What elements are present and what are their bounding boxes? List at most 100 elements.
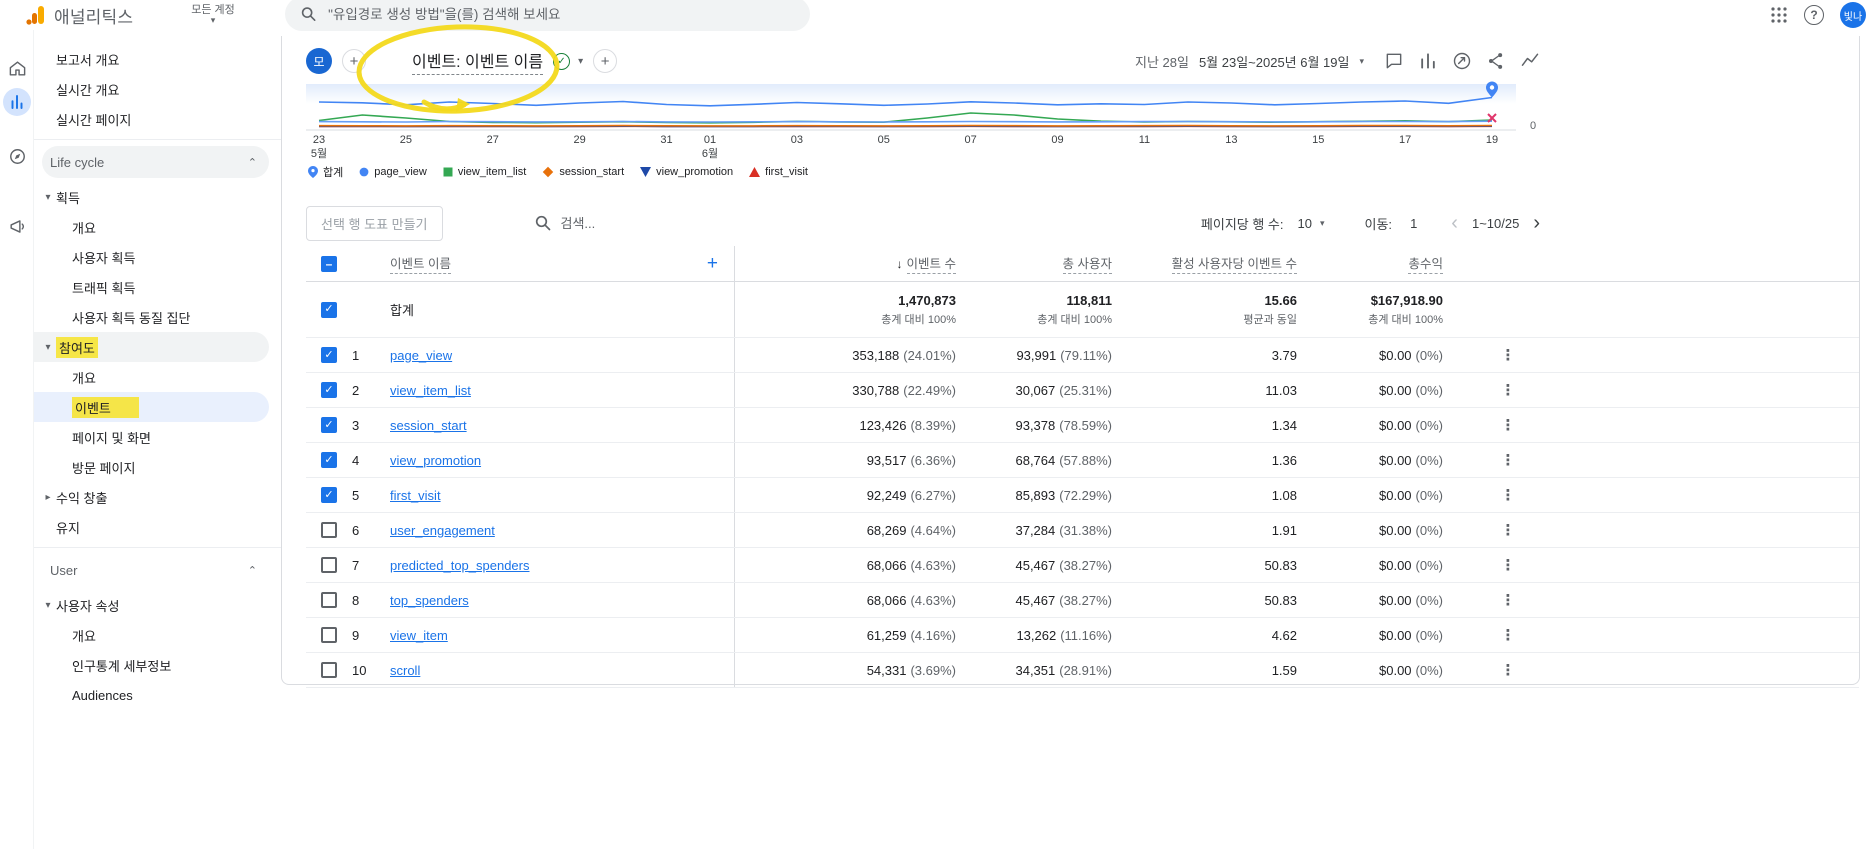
- insights-icon[interactable]: [1452, 51, 1472, 71]
- property-badge[interactable]: 모: [306, 48, 332, 74]
- sidebar-item-인구통계 세부정보[interactable]: 인구통계 세부정보: [34, 650, 269, 680]
- column-header-events-per-user[interactable]: 활성 사용자당 이벤트 수: [1171, 253, 1297, 274]
- totals-revenue-sub: 총계 대비 100%: [1368, 313, 1443, 326]
- sidebar-item-보고서 개요[interactable]: 보고서 개요: [34, 44, 269, 74]
- rows-per-page-select[interactable]: 10 ▾: [1298, 216, 1325, 231]
- share-icon[interactable]: [1486, 51, 1506, 71]
- add-metric-button[interactable]: +: [593, 49, 618, 73]
- row-checkbox[interactable]: [321, 662, 337, 678]
- sidebar-item-획득[interactable]: ▾ 획득: [34, 182, 269, 212]
- row-checkbox[interactable]: [321, 557, 337, 573]
- home-icon[interactable]: [3, 54, 31, 82]
- date-range-picker[interactable]: 지난 28일 5월 23일~2025년 6월 19일 ▾: [1135, 52, 1364, 71]
- sidebar-item-유지[interactable]: 유지: [34, 512, 269, 542]
- sidebar-item-사용자 획득[interactable]: 사용자 획득: [34, 242, 269, 272]
- report-title[interactable]: 이벤트: 이벤트 이름: [412, 48, 544, 75]
- sidebar-item-label: 참여도: [56, 336, 98, 358]
- event-name-link[interactable]: view_item: [390, 627, 448, 643]
- row-checkbox[interactable]: [321, 522, 337, 538]
- sidebar-item-사용자 속성[interactable]: ▾ 사용자 속성: [34, 590, 269, 620]
- legend-item-first_visit[interactable]: first_visit: [749, 166, 808, 178]
- add-comparison-button[interactable]: +: [342, 49, 366, 73]
- sidebar-item-페이지 및 화면[interactable]: 페이지 및 화면: [34, 422, 269, 452]
- explore-icon[interactable]: [3, 142, 31, 170]
- event-name-link[interactable]: scroll: [390, 662, 421, 678]
- sidebar-item-트래픽 획득[interactable]: 트래픽 획득: [34, 272, 269, 302]
- table-search-input[interactable]: [560, 215, 751, 231]
- event-name-link[interactable]: top_spenders: [390, 592, 469, 608]
- avatar[interactable]: 빛나: [1840, 2, 1866, 28]
- legend-item-page_view[interactable]: page_view: [359, 166, 427, 178]
- row-menu-button[interactable]: ⋮: [1500, 417, 1516, 434]
- sidebar-item-방문 페이지[interactable]: 방문 페이지: [34, 452, 269, 482]
- table-search[interactable]: [535, 215, 751, 231]
- title-chevron-down-icon[interactable]: ▾: [578, 55, 584, 67]
- legend-item-합계[interactable]: 합계: [308, 164, 343, 180]
- sidebar-item-개요[interactable]: 개요: [34, 212, 269, 242]
- sidebar-item-참여도[interactable]: ▾ 참여도: [34, 332, 269, 362]
- apps-grid-icon[interactable]: [1770, 6, 1788, 24]
- row-checkbox[interactable]: ✓: [321, 487, 337, 503]
- row-menu-button[interactable]: ⋮: [1500, 627, 1516, 644]
- reports-icon[interactable]: [3, 88, 31, 116]
- compare-trend-icon[interactable]: [1520, 51, 1540, 71]
- sidebar-item-개요[interactable]: 개요: [34, 362, 269, 392]
- select-all-checkbox[interactable]: –: [321, 255, 337, 272]
- row-menu-button[interactable]: ⋮: [1500, 382, 1516, 399]
- legend-item-session_start[interactable]: session_start: [542, 166, 624, 178]
- chart-columns-icon[interactable]: [1418, 51, 1438, 71]
- event-name-link[interactable]: predicted_top_spenders: [390, 557, 530, 573]
- add-dimension-button[interactable]: +: [706, 252, 718, 274]
- global-search[interactable]: [285, 0, 810, 31]
- legend-item-view_promotion[interactable]: view_promotion: [640, 166, 733, 178]
- sidebar-item-사용자 획득 동질 집단[interactable]: 사용자 획득 동질 집단: [34, 302, 269, 332]
- global-search-input[interactable]: [328, 6, 794, 22]
- column-header-users[interactable]: 총 사용자: [1062, 253, 1112, 274]
- feedback-icon[interactable]: [1384, 51, 1404, 71]
- x-tick-label: 01 6월: [701, 134, 719, 160]
- column-header-revenue[interactable]: 총수익: [1408, 253, 1443, 274]
- legend-item-view_item_list[interactable]: view_item_list: [443, 166, 526, 178]
- event-name-link[interactable]: view_promotion: [390, 452, 482, 468]
- sidebar-item-실시간 개요[interactable]: 실시간 개요: [34, 74, 269, 104]
- row-menu-button[interactable]: ⋮: [1500, 487, 1516, 504]
- row-menu-button[interactable]: ⋮: [1500, 592, 1516, 609]
- plot-rows-button[interactable]: 선택 행 도표 만들기: [306, 205, 443, 241]
- account-switcher[interactable]: 모든 계정 ▾: [191, 4, 235, 26]
- next-page-button[interactable]: ›: [1533, 211, 1540, 234]
- row-menu-button[interactable]: ⋮: [1500, 347, 1516, 364]
- row-checkbox[interactable]: ✓: [321, 382, 337, 398]
- row-checkbox[interactable]: [321, 627, 337, 643]
- event-name-link[interactable]: view_item_list: [390, 382, 471, 398]
- event-name-link[interactable]: page_view: [390, 347, 453, 363]
- row-menu-button[interactable]: ⋮: [1500, 557, 1516, 574]
- row-checkbox[interactable]: ✓: [321, 452, 337, 468]
- column-header-event-name[interactable]: 이벤트 이름: [390, 253, 451, 274]
- goto-page-value[interactable]: 1: [1410, 215, 1418, 231]
- event-name-link[interactable]: session_start: [390, 417, 467, 433]
- column-header-events[interactable]: 이벤트 수: [906, 253, 956, 274]
- row-checkbox[interactable]: ✓: [321, 417, 337, 433]
- sidebar-item-개요[interactable]: 개요: [34, 620, 269, 650]
- row-menu-button[interactable]: ⋮: [1500, 452, 1516, 469]
- chart-end-pin-marker[interactable]: [1486, 81, 1498, 98]
- advertising-icon[interactable]: [3, 212, 31, 240]
- row-checkbox[interactable]: ✓: [321, 347, 337, 363]
- sidebar-section-Life cycle[interactable]: Life cycle ⌃: [34, 139, 281, 178]
- help-icon[interactable]: ?: [1804, 5, 1824, 25]
- event-name-link[interactable]: user_engagement: [390, 522, 495, 538]
- row-menu-button[interactable]: ⋮: [1500, 662, 1516, 679]
- legend-marker-triangle-down: [640, 167, 652, 177]
- totals-checkbox[interactable]: ✓: [321, 301, 337, 318]
- analytics-logo[interactable]: 애널리틱스: [26, 3, 133, 28]
- row-menu-button[interactable]: ⋮: [1500, 522, 1516, 539]
- sidebar-item-실시간 페이지[interactable]: 실시간 페이지: [34, 104, 269, 134]
- prev-page-button[interactable]: ‹: [1451, 211, 1458, 234]
- cell-revenue: $0.00 (0%): [1379, 522, 1443, 538]
- sidebar-section-User[interactable]: User ⌃: [34, 547, 281, 586]
- row-checkbox[interactable]: [321, 592, 337, 608]
- sidebar-item-이벤트[interactable]: 이벤트: [34, 392, 269, 422]
- event-name-link[interactable]: first_visit: [390, 487, 441, 503]
- sidebar-item-수익 창출[interactable]: ▸ 수익 창출: [34, 482, 269, 512]
- sidebar-item-Audiences[interactable]: Audiences: [34, 680, 269, 710]
